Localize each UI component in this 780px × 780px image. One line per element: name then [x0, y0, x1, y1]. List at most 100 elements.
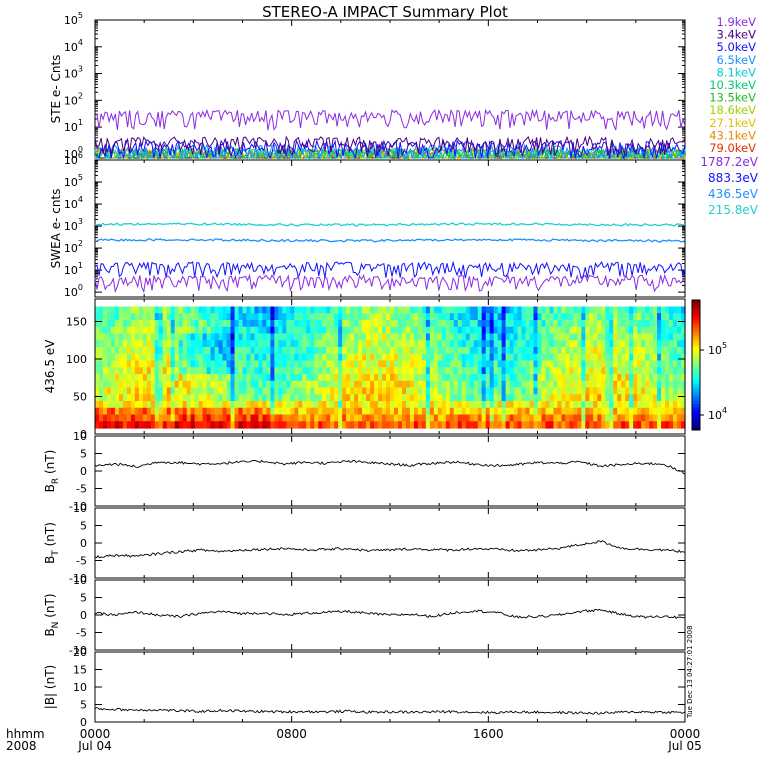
spectrogram-cell — [266, 421, 272, 429]
spectrogram-cell — [282, 333, 287, 341]
spectrogram-cell — [625, 407, 630, 416]
spectrogram-cell — [645, 313, 650, 321]
spectrogram-cell — [465, 394, 471, 402]
spectrogram-cell — [401, 353, 407, 362]
spectrogram-cell — [266, 326, 272, 335]
spectrogram-cell — [481, 347, 487, 355]
spectrogram-cell — [545, 374, 551, 382]
spectrogram-cell — [198, 414, 204, 422]
spectrogram-cell — [190, 353, 196, 362]
spectrogram-cell — [457, 374, 463, 382]
spectrogram-cell — [334, 407, 339, 416]
spectrogram-cell — [465, 414, 471, 422]
spectrogram-cell — [170, 421, 176, 429]
spectrogram-cell — [453, 333, 459, 341]
spectrogram-cell — [286, 374, 291, 382]
spectrogram-cell — [178, 407, 184, 416]
spectrogram-cell — [609, 414, 614, 422]
spectrogram-cell — [378, 326, 383, 335]
spectrogram-cell — [549, 414, 555, 422]
spectrogram-cell — [437, 353, 443, 362]
spectrogram-cell — [517, 421, 523, 429]
spectrogram-cell — [114, 333, 120, 341]
spectrogram-cell — [318, 421, 323, 429]
spectrogram-cell — [362, 367, 367, 375]
spectrogram-cell — [318, 347, 323, 355]
spectrogram-cell — [130, 306, 136, 314]
spectrogram-cell — [425, 374, 431, 382]
spectrogram-cell — [362, 401, 367, 409]
spectrogram-cell — [665, 360, 670, 368]
spectrogram-cell — [513, 380, 519, 389]
swea-ytick-exp: 5 — [78, 173, 83, 182]
spectrogram-cell — [573, 387, 578, 395]
spectrogram-cell — [130, 353, 136, 362]
spectrogram-cell — [330, 326, 335, 335]
spectrogram-cell — [98, 353, 104, 362]
spectrogram-cell — [577, 326, 582, 335]
colorbar-cell — [692, 348, 700, 353]
spectrogram-cell — [186, 333, 192, 341]
spectrogram-cell — [98, 306, 104, 314]
spectrogram-cell — [593, 306, 598, 314]
spectrogram-cell — [405, 387, 411, 395]
spectrogram-cell — [350, 374, 355, 382]
spectrogram-cell — [102, 360, 108, 368]
spectrogram-cell — [601, 380, 606, 389]
spectrogram-cell — [541, 394, 547, 402]
spectrogram-cell — [158, 360, 164, 368]
spectrogram-cell — [130, 374, 136, 382]
spectrogram-cell — [521, 340, 527, 348]
spectrogram-cell — [282, 414, 287, 422]
spectrogram-cell — [158, 306, 164, 314]
spectrogram-cell — [258, 367, 264, 375]
spectrogram-cell — [238, 340, 244, 348]
spectrogram-cell — [533, 401, 539, 409]
spectrogram-cell — [98, 380, 104, 389]
spectrogram-cell — [649, 374, 654, 382]
spectrogram-cell — [485, 394, 491, 402]
spectrogram-cell — [477, 394, 483, 402]
spectrogram-cell — [585, 306, 590, 314]
spectrogram-cell — [334, 414, 339, 422]
spectrogram-cell — [322, 407, 327, 416]
spectrogram-cell — [130, 380, 136, 389]
spectrogram-cell — [413, 394, 419, 402]
spectrogram-cell — [322, 387, 327, 395]
spectrogram-cell — [134, 320, 140, 328]
spectrogram-cell — [641, 347, 646, 355]
spectrogram-cell — [130, 421, 136, 429]
spectrogram-cell — [378, 407, 383, 416]
spectrogram-cell — [122, 347, 128, 355]
spectrogram-cell — [569, 360, 574, 368]
spectrogram-cell — [629, 380, 634, 389]
spectrogram-cell — [433, 340, 439, 348]
spectrogram-cell — [386, 367, 391, 375]
spectrogram-cell — [246, 407, 252, 416]
spectrogram-cell — [310, 320, 315, 328]
spectrogram-cell — [250, 313, 256, 321]
spectrogram-cell — [374, 380, 379, 389]
spectrogram-cell — [417, 380, 423, 389]
spectrogram-cell — [497, 374, 503, 382]
spectrogram-cell — [298, 380, 303, 389]
spectrogram-cell — [354, 421, 359, 429]
spectrogram-cell — [95, 313, 100, 321]
spectrogram-cell — [210, 367, 216, 375]
spectrogram-cell — [326, 394, 331, 402]
spectrogram-cell — [274, 306, 279, 314]
spectrogram-cell — [282, 340, 287, 348]
spectrogram-cell — [118, 333, 124, 341]
spectrogram-cell — [465, 387, 471, 395]
spectrogram-cell — [210, 326, 216, 335]
spectrogram-cell — [549, 353, 555, 362]
spectrogram-cell — [358, 347, 363, 355]
spectrogram-cell — [645, 326, 650, 335]
spectrogram-cell — [657, 421, 662, 429]
spectrogram-cell — [190, 347, 196, 355]
spectrogram-cell — [477, 313, 483, 321]
swea-ytick-label: 104 — [64, 195, 83, 211]
spectrogram-cell — [509, 347, 515, 355]
spectrogram-cell — [258, 421, 264, 429]
spectrogram-cell — [461, 414, 467, 422]
